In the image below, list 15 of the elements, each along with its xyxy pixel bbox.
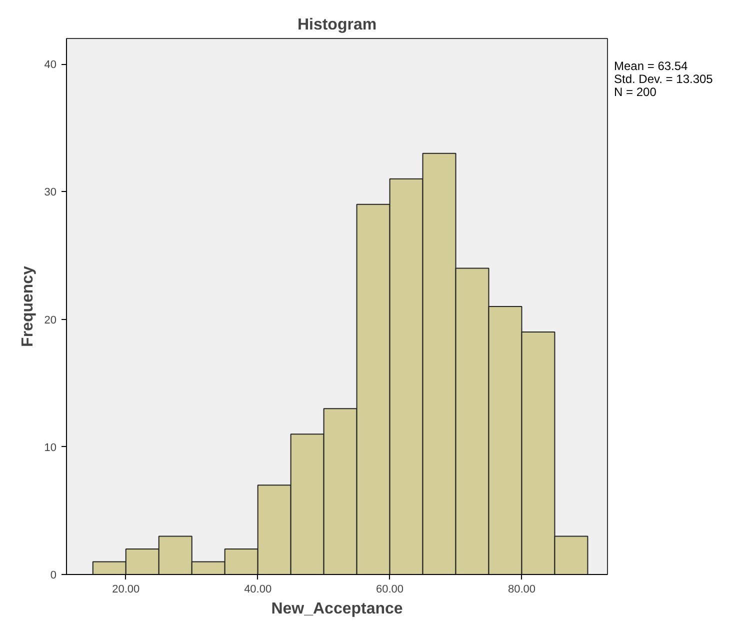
text: Mean = 63.54 <box>614 59 688 73</box>
text: Std. Dev. = 13.305 <box>614 72 713 86</box>
y-tick-label: 40 <box>44 59 57 72</box>
y-axis-title: Frequency <box>19 266 36 347</box>
y-tick-label: 30 <box>44 186 57 199</box>
x-tick-label: 40.00 <box>244 584 272 596</box>
text: N = 200 <box>614 85 656 99</box>
x-tick-label: 60.00 <box>376 584 404 596</box>
x-tick-label: 20.00 <box>112 584 140 596</box>
y-tick-label: 0 <box>50 570 57 582</box>
x-tick-label: 80.00 <box>508 584 536 596</box>
y-tick-label: 10 <box>44 442 57 454</box>
x-axis-title: New_Acceptance <box>271 600 403 618</box>
y-tick-label: 20 <box>44 314 57 326</box>
chart-title: Histogram <box>297 16 377 34</box>
